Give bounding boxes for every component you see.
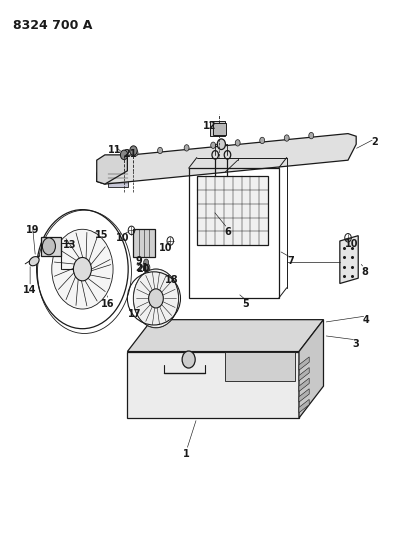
Polygon shape xyxy=(127,320,323,352)
Polygon shape xyxy=(97,155,127,184)
Text: 19: 19 xyxy=(26,225,39,236)
Circle shape xyxy=(120,150,128,160)
Polygon shape xyxy=(209,122,224,136)
Text: 4: 4 xyxy=(362,314,369,325)
Circle shape xyxy=(224,151,230,159)
Circle shape xyxy=(210,142,215,149)
Text: 11: 11 xyxy=(107,144,121,155)
Circle shape xyxy=(133,269,178,328)
Text: 10: 10 xyxy=(344,239,357,248)
Text: 6: 6 xyxy=(224,227,230,237)
Bar xyxy=(196,176,267,245)
Text: 21: 21 xyxy=(123,149,136,159)
Polygon shape xyxy=(298,389,308,402)
Polygon shape xyxy=(97,134,355,184)
Circle shape xyxy=(308,132,313,139)
Circle shape xyxy=(259,138,264,143)
Ellipse shape xyxy=(29,256,39,266)
Polygon shape xyxy=(127,352,298,418)
Polygon shape xyxy=(298,399,308,413)
Circle shape xyxy=(133,150,138,156)
Text: 10: 10 xyxy=(115,233,129,244)
Circle shape xyxy=(143,263,149,272)
Text: 8: 8 xyxy=(360,267,367,277)
Text: 12: 12 xyxy=(202,120,216,131)
Polygon shape xyxy=(298,378,308,391)
Text: 5: 5 xyxy=(242,298,249,309)
Polygon shape xyxy=(212,123,225,135)
Polygon shape xyxy=(133,229,154,257)
Polygon shape xyxy=(225,352,294,381)
Text: 1: 1 xyxy=(183,449,189,458)
Circle shape xyxy=(283,135,288,141)
Text: 16: 16 xyxy=(101,298,114,309)
Circle shape xyxy=(211,151,218,159)
Polygon shape xyxy=(298,368,308,381)
Polygon shape xyxy=(339,236,357,284)
Circle shape xyxy=(148,289,163,308)
Circle shape xyxy=(42,238,55,255)
Text: 13: 13 xyxy=(63,240,76,250)
Circle shape xyxy=(235,140,240,146)
Text: 15: 15 xyxy=(95,230,108,240)
Text: 3: 3 xyxy=(352,338,359,349)
Text: 14: 14 xyxy=(23,286,37,295)
Text: 8324 700 A: 8324 700 A xyxy=(13,19,92,33)
Circle shape xyxy=(217,139,225,150)
Circle shape xyxy=(144,259,148,265)
Circle shape xyxy=(130,146,137,156)
Circle shape xyxy=(184,144,189,151)
Text: 21: 21 xyxy=(135,263,148,272)
Polygon shape xyxy=(298,320,323,418)
Text: 7: 7 xyxy=(287,256,294,266)
Text: 2: 2 xyxy=(370,136,377,147)
Circle shape xyxy=(182,351,195,368)
Text: 10: 10 xyxy=(159,243,173,253)
Text: 20: 20 xyxy=(136,264,149,274)
Text: 9: 9 xyxy=(135,256,142,266)
Text: 18: 18 xyxy=(164,275,178,285)
Text: 17: 17 xyxy=(128,309,141,319)
Circle shape xyxy=(157,147,162,154)
Bar xyxy=(108,169,128,187)
Polygon shape xyxy=(40,237,61,256)
Polygon shape xyxy=(298,357,308,370)
Circle shape xyxy=(52,229,113,309)
Circle shape xyxy=(73,257,91,281)
